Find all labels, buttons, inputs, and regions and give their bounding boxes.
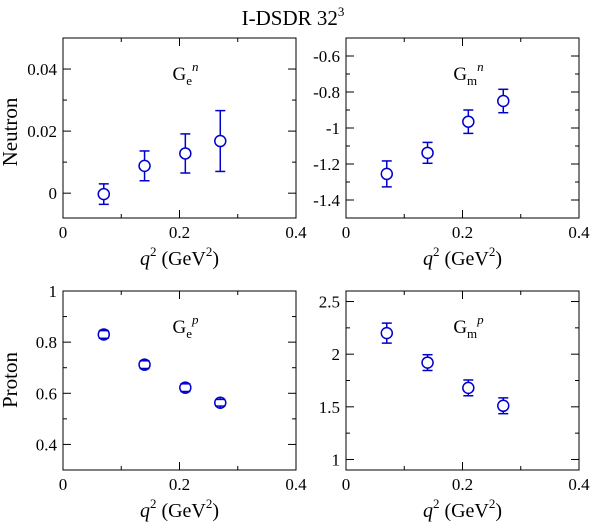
- data-point: [97, 328, 111, 341]
- data-point: [179, 147, 192, 160]
- x-axis-label: q2 (GeV2): [140, 244, 219, 270]
- data-point-group: [497, 397, 510, 415]
- data-point: [138, 159, 151, 173]
- panel-proton-ge: 0 0.2 0.4 0.4 0.6 0.8 1 Gep q2 (GeV2): [36, 282, 307, 522]
- panel-label: Gmn: [453, 59, 483, 88]
- data-point: [462, 381, 475, 395]
- data-point: [214, 134, 227, 148]
- data-point-group: [214, 396, 227, 409]
- y-tick-label: 0.4: [36, 435, 58, 454]
- data-point-group: [214, 109, 227, 173]
- data-point-group: [179, 133, 192, 174]
- data-point-group: [462, 379, 475, 397]
- y-tick-label: 0.6: [36, 384, 57, 403]
- data-point: [97, 187, 111, 201]
- x-tick-label: 0.2: [169, 475, 190, 494]
- x-tick-label: 0: [59, 223, 68, 242]
- x-tick-label: 0.2: [452, 223, 473, 242]
- data-point-group: [462, 109, 475, 135]
- y-tick-label: 1: [332, 450, 341, 469]
- y-tick-label: -0.6: [313, 47, 340, 66]
- x-axis-label: q2 (GeV2): [423, 244, 502, 270]
- data-point: [179, 381, 192, 394]
- x-tick-label: 0.4: [285, 223, 307, 242]
- data-point: [214, 396, 227, 409]
- data-point-group: [138, 358, 151, 371]
- data-point: [380, 326, 394, 340]
- panel-label: Gmp: [453, 312, 484, 341]
- data-point-group: [97, 183, 111, 206]
- y-tick-label: 1: [49, 282, 58, 301]
- y-tick-label: -1: [326, 119, 340, 138]
- y-tick-label: -0.8: [313, 83, 340, 102]
- data-point-group: [421, 141, 434, 165]
- x-axis-label: q2 (GeV2): [423, 496, 502, 522]
- data-point: [380, 167, 394, 181]
- data-point: [497, 399, 510, 413]
- x-tick-label: 0.4: [568, 475, 590, 494]
- y-tick-label: 0.8: [36, 333, 57, 352]
- data-point: [421, 356, 434, 369]
- data-point-group: [97, 328, 111, 341]
- figure-title: I-DSDR 323: [242, 4, 345, 30]
- data-point: [462, 115, 475, 128]
- x-tick-label: 0.4: [568, 223, 590, 242]
- y-tick-label: 1.5: [319, 398, 340, 417]
- y-tick-label: 0: [49, 184, 58, 203]
- x-axis-label: q2 (GeV2): [140, 496, 219, 522]
- panel-proton-gm: 0 0.2 0.4 1 1.5 2 2.5 Gmp q2 (GeV2): [319, 290, 590, 522]
- x-tick-label: 0.4: [285, 475, 307, 494]
- panel-neutron-ge: 0 0.2 0.4 0 0.02 0.04 Gen q2 (GeV2): [27, 37, 307, 270]
- row-label-neutron: Neutron: [0, 97, 22, 166]
- x-tick-label: 0.2: [452, 475, 473, 494]
- data-point-group: [421, 353, 434, 372]
- y-tick-label: 2: [332, 345, 341, 364]
- y-tick-label: 2.5: [319, 293, 340, 312]
- panel-label: Gep: [172, 312, 199, 341]
- y-tick-label: 0.02: [27, 122, 57, 141]
- y-tick-label: 0.04: [27, 60, 57, 79]
- data-point: [421, 146, 434, 160]
- data-point-group: [138, 150, 151, 182]
- x-tick-label: 0.2: [169, 223, 190, 242]
- y-tick-label: -1.4: [313, 191, 340, 210]
- data-point-group: [179, 381, 192, 394]
- x-tick-label: 0: [342, 475, 351, 494]
- data-point-group: [380, 160, 394, 188]
- data-point: [138, 358, 151, 371]
- row-label-proton: Proton: [0, 352, 22, 409]
- data-point-group: [380, 322, 394, 344]
- y-tick-label: -1.2: [313, 155, 340, 174]
- x-tick-label: 0: [342, 223, 351, 242]
- data-point-group: [497, 88, 510, 114]
- data-point: [497, 94, 510, 108]
- x-tick-label: 0: [59, 475, 68, 494]
- panel-neutron-gm: 0 0.2 0.4 -1.4 -1.2 -1 -0.8 -0.6 Gmn q2 (GeV2): [313, 37, 590, 270]
- panel-label: Gen: [172, 59, 198, 88]
